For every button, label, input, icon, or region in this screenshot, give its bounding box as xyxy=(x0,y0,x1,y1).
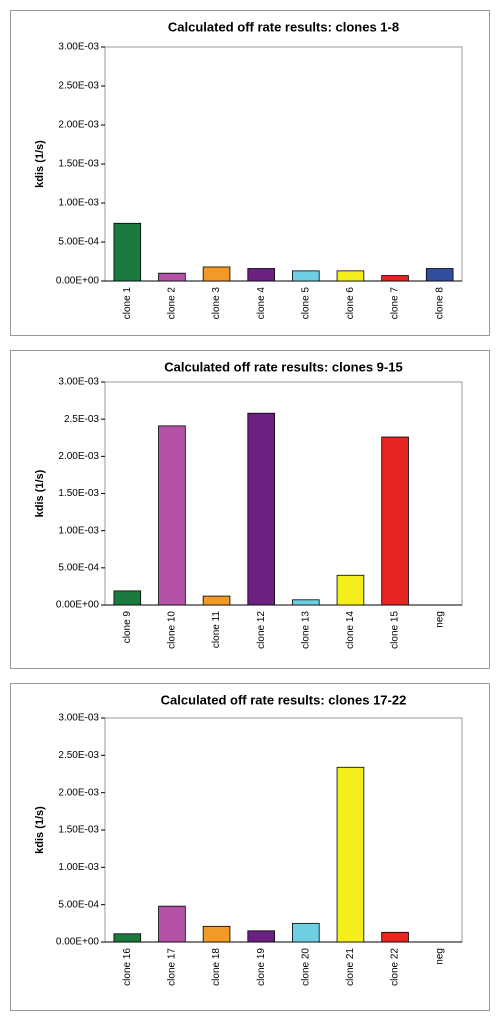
x-tick-label: neg xyxy=(434,948,445,965)
bar xyxy=(202,266,231,282)
bar xyxy=(292,599,320,606)
chart-title: Calculated off rate results: clones 9-15 xyxy=(164,359,402,374)
x-tick-label: clone 14 xyxy=(345,611,356,649)
y-tick-label: 1.00E-03 xyxy=(58,525,99,536)
y-tick-label: 3.00E-03 xyxy=(58,42,99,53)
x-tick-label: clone 16 xyxy=(122,948,133,986)
bar xyxy=(202,925,231,943)
x-tick-label: clone 1 xyxy=(122,287,133,320)
bar xyxy=(381,436,409,606)
y-tick-label: 3.00E-03 xyxy=(58,377,99,388)
y-tick-label: 1.00E-03 xyxy=(58,198,99,209)
x-tick-label: clone 22 xyxy=(390,948,401,986)
y-tick-label: 0.00E+00 xyxy=(56,937,100,948)
bar xyxy=(202,595,231,606)
bar xyxy=(158,272,186,282)
y-tick-label: 1.50E-03 xyxy=(58,159,99,170)
y-tick-label: 3.00E-03 xyxy=(58,713,99,724)
x-tick-label: clone 4 xyxy=(256,287,267,320)
x-tick-label: clone 2 xyxy=(167,287,178,320)
y-tick-label: 1.50E-03 xyxy=(58,825,99,836)
bar xyxy=(381,931,409,943)
bar xyxy=(425,268,454,282)
x-tick-label: clone 13 xyxy=(300,611,311,649)
bar xyxy=(158,905,186,943)
x-tick-label: clone 12 xyxy=(256,611,267,649)
y-axis-label: kdis (1/s) xyxy=(34,140,46,188)
x-tick-label: clone 18 xyxy=(211,948,222,986)
y-tick-label: 2.00E-03 xyxy=(58,120,99,131)
y-axis-label: kdis (1/s) xyxy=(34,469,46,517)
y-tick-label: 2.00E-03 xyxy=(58,451,99,462)
x-tick-label: clone 19 xyxy=(256,948,267,986)
x-tick-label: clone 7 xyxy=(390,287,401,320)
x-tick-label: neg xyxy=(434,611,445,628)
bar xyxy=(113,590,142,606)
panel-frame xyxy=(10,10,490,336)
panel-frame xyxy=(10,683,490,1011)
y-tick-label: 2.50E-03 xyxy=(58,750,99,761)
bar xyxy=(336,766,365,943)
x-tick-label: clone 10 xyxy=(167,611,178,649)
chart-title: Calculated off rate results: clones 17-2… xyxy=(161,692,407,707)
y-tick-label: 5.00E-04 xyxy=(58,899,99,910)
bar xyxy=(113,933,142,943)
bar xyxy=(381,275,409,282)
x-tick-label: clone 5 xyxy=(300,287,311,320)
y-tick-label: 0.00E+00 xyxy=(56,600,100,611)
x-tick-label: clone 15 xyxy=(390,611,401,649)
y-tick-label: 5.00E-04 xyxy=(58,562,99,573)
bar xyxy=(292,270,320,282)
y-tick-label: 1.00E-03 xyxy=(58,862,99,873)
x-tick-label: clone 21 xyxy=(345,948,356,986)
x-tick-label: clone 17 xyxy=(167,948,178,986)
bar xyxy=(292,922,320,943)
bar xyxy=(247,930,275,943)
x-tick-label: clone 20 xyxy=(300,948,311,986)
x-tick-label: clone 3 xyxy=(211,287,222,320)
chart-title: Calculated off rate results: clones 1-8 xyxy=(168,19,399,34)
y-tick-label: 1.50E-03 xyxy=(58,488,99,499)
y-tick-label: 0.00E+00 xyxy=(56,276,100,287)
bar xyxy=(336,574,365,606)
x-tick-label: clone 11 xyxy=(211,611,222,649)
x-tick-label: clone 6 xyxy=(345,287,356,320)
x-tick-label: clone 9 xyxy=(122,611,133,644)
bar xyxy=(247,412,275,606)
y-tick-label: 2.5E-03 xyxy=(64,414,99,425)
y-tick-label: 5.00E-04 xyxy=(58,237,99,248)
y-tick-label: 2.50E-03 xyxy=(58,81,99,92)
x-tick-label: clone 8 xyxy=(434,287,445,320)
bar xyxy=(247,268,275,282)
bar xyxy=(113,222,142,282)
bar xyxy=(336,270,365,282)
bar xyxy=(158,425,186,606)
y-axis-label: kdis (1/s) xyxy=(34,806,46,854)
y-tick-label: 2.00E-03 xyxy=(58,787,99,798)
